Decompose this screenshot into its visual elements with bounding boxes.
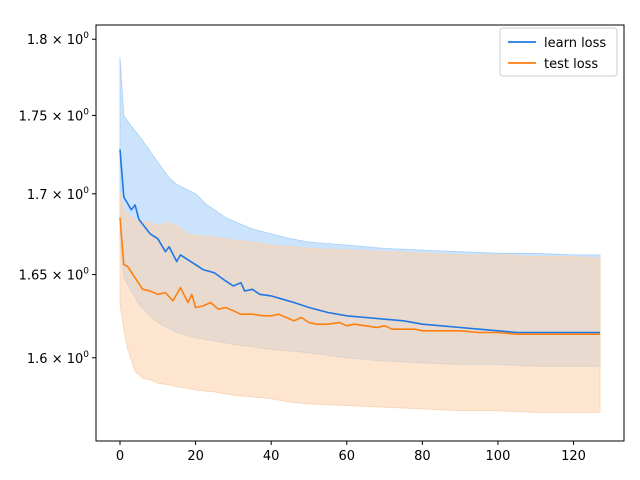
y-tick-label: 1.7 × 100 [27, 186, 89, 203]
x-tick-label: 80 [414, 449, 431, 464]
band-test-loss [119, 193, 601, 413]
line-learn-loss [119, 149, 600, 334]
plot-area-frame [95, 24, 625, 442]
legend-label: learn loss [544, 36, 606, 51]
y-tick-label: 1.6 × 100 [27, 350, 89, 367]
legend-box [499, 27, 618, 77]
y-tick-label: 1.65 × 100 [19, 267, 90, 284]
confidence-bands [119, 57, 601, 413]
x-tick-label: 120 [561, 449, 586, 464]
x-tick-label: 0 [116, 449, 124, 464]
x-tick-label: 20 [187, 449, 204, 464]
x-tick-label: 40 [263, 449, 280, 464]
y-tick-label: 1.8 × 100 [27, 31, 89, 48]
y-tick-label: 1.75 × 100 [19, 107, 90, 124]
x-tick-label: 60 [338, 449, 355, 464]
line-test-loss [119, 217, 600, 336]
legend-label: test loss [544, 57, 598, 72]
y-axis: 1.6 × 100 1.65 × 100 1.7 × 100 1.75 × 100 1.… [19, 31, 96, 367]
x-tick-label: 100 [486, 449, 511, 464]
legend: learn loss test loss [499, 27, 618, 77]
series-lines [119, 149, 600, 336]
x-axis: 0 20 40 60 80 100 120 [116, 441, 586, 464]
